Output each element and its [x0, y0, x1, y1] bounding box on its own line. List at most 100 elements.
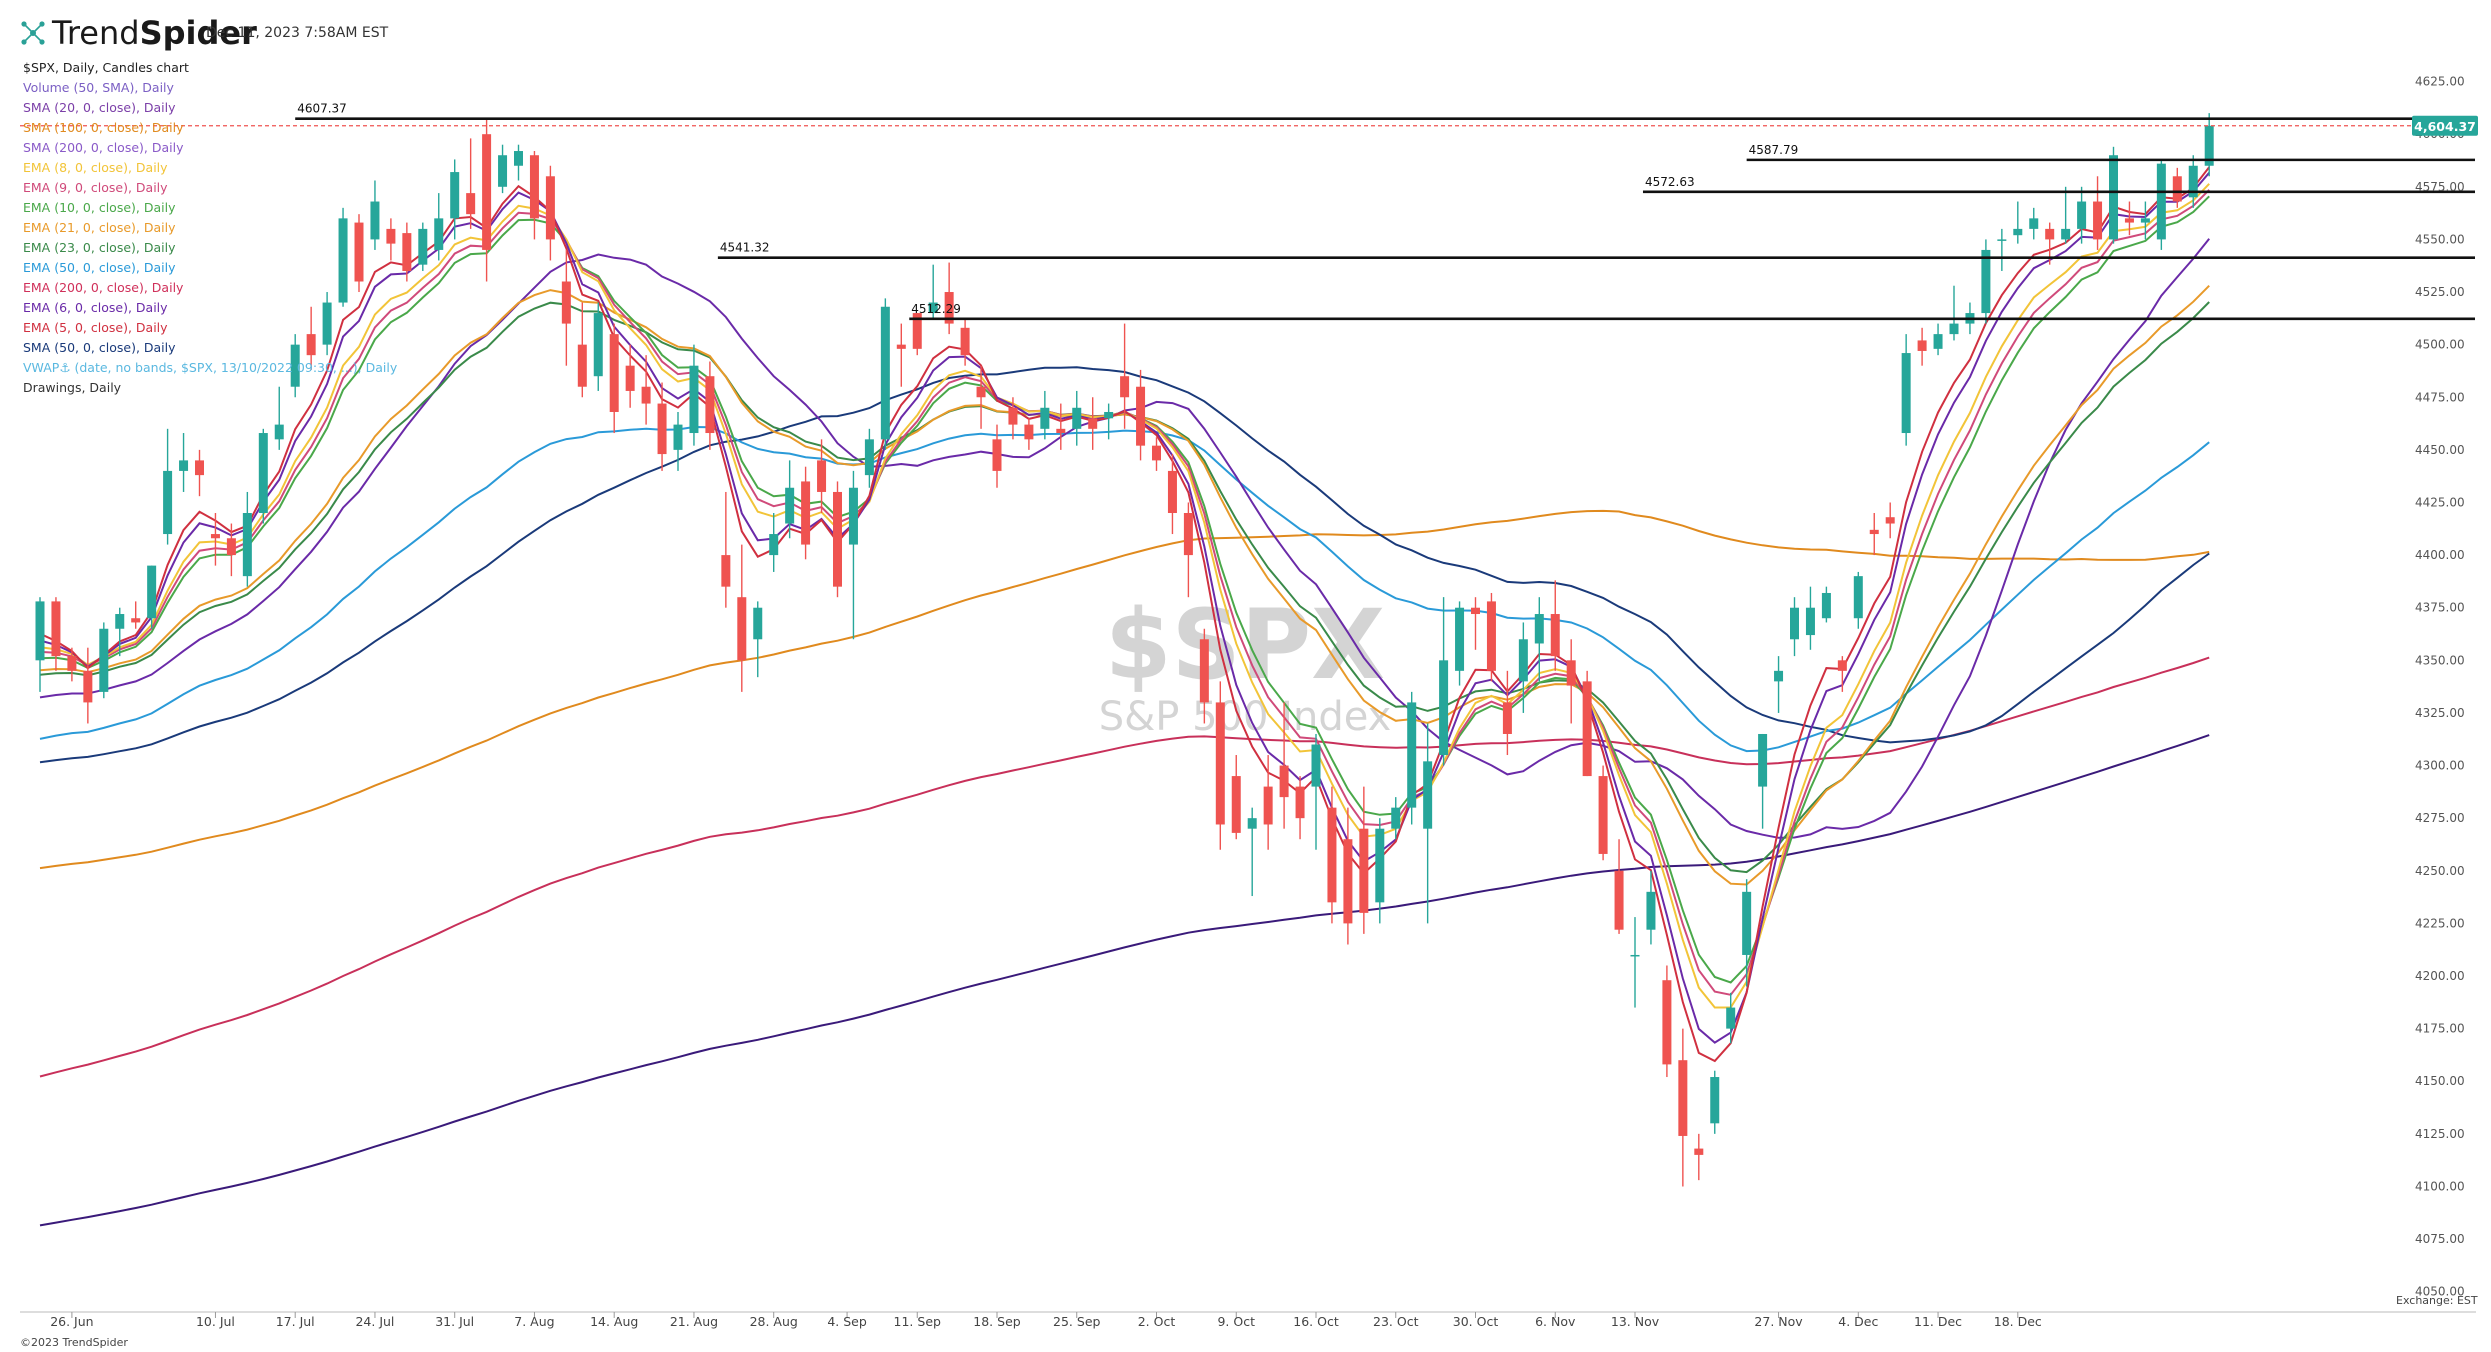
candle-body: [641, 386, 651, 404]
x-tick-label: 25. Sep: [1053, 1314, 1100, 1329]
level-label: 4541.32: [720, 241, 770, 255]
candle-body: [1040, 407, 1050, 429]
x-tick-label: 14. Aug: [590, 1314, 638, 1329]
candle-body: [434, 218, 444, 250]
legend-item[interactable]: EMA (23, 0, close), Daily: [23, 240, 176, 255]
level-label: 4572.63: [1645, 175, 1695, 189]
candle-body: [1662, 980, 1672, 1065]
legend-item[interactable]: EMA (10, 0, close), Daily: [23, 200, 176, 215]
x-tick-label: 23. Oct: [1373, 1314, 1419, 1329]
candle-body: [1949, 323, 1959, 335]
legend-item[interactable]: VWAP⚓ (date, no bands, $SPX, 13/10/2022 …: [23, 360, 398, 375]
x-tick-label: 16. Oct: [1293, 1314, 1339, 1329]
legend-item[interactable]: EMA (200, 0, close), Daily: [23, 280, 184, 295]
y-tick-label: 4075.00: [2415, 1232, 2465, 1246]
candle-body: [242, 513, 252, 577]
x-tick-label: 31. Jul: [435, 1314, 474, 1329]
candle-body: [450, 172, 460, 219]
candle-body: [2140, 218, 2150, 223]
candle-body: [1502, 702, 1512, 734]
brand-light: Trend: [52, 14, 140, 52]
x-tick-label: 27. Nov: [1754, 1314, 1803, 1329]
candle-body: [2172, 176, 2182, 202]
candle-body: [514, 151, 523, 166]
x-tick-label: 11. Sep: [894, 1314, 941, 1329]
candle-body: [1199, 639, 1209, 703]
candle-body: [322, 302, 332, 345]
y-tick-label: 4300.00: [2415, 759, 2465, 773]
y-tick-label: 4525.00: [2415, 285, 2465, 299]
candle-body: [673, 424, 683, 450]
legend-item[interactable]: $SPX, Daily, Candles chart: [23, 60, 189, 75]
legend-item[interactable]: SMA (100, 0, close), Daily: [23, 120, 184, 135]
candle-body: [2188, 165, 2198, 198]
x-tick-label: 4. Sep: [827, 1314, 867, 1329]
x-tick-label: 28. Aug: [750, 1314, 798, 1329]
candle-body: [1311, 744, 1321, 787]
legend-item[interactable]: EMA (6, 0, close), Daily: [23, 300, 168, 315]
x-tick-label: 4. Dec: [1838, 1314, 1878, 1329]
candle-body: [2013, 228, 2023, 236]
candle-body: [1933, 334, 1943, 349]
candle-body: [1837, 660, 1847, 671]
candle-body: [1024, 424, 1034, 440]
candle-body: [1327, 807, 1337, 903]
legend-item[interactable]: Volume (50, SMA), Daily: [23, 80, 174, 95]
candle-body: [2109, 155, 2118, 240]
candle-body: [880, 306, 890, 440]
timestamp: Dec 11, 2023 7:58AM EST: [206, 25, 389, 41]
candle-body: [912, 313, 922, 349]
candle-body: [1758, 733, 1768, 787]
candle-body: [577, 344, 587, 387]
candle-body: [354, 222, 364, 282]
candle-body: [1088, 418, 1098, 429]
x-tick-label: 6. Nov: [1535, 1314, 1576, 1329]
candle-body: [1790, 607, 1799, 640]
candle-body: [402, 233, 412, 271]
candle-body: [179, 460, 189, 471]
y-tick-label: 4125.00: [2415, 1127, 2465, 1141]
candle-body: [1359, 828, 1369, 913]
candle-body: [226, 538, 236, 556]
candle-body: [1343, 839, 1353, 924]
x-tick-label: 11. Dec: [1914, 1314, 1962, 1329]
candle-body: [1630, 954, 1640, 957]
candle-body: [35, 601, 45, 661]
legend-item[interactable]: EMA (5, 0, close), Daily: [23, 320, 168, 335]
level-lines: 4607.37 4587.79 4572.63 4541.32 4512.29: [20, 102, 2475, 321]
legend-item[interactable]: SMA (50, 0, close), Daily: [23, 340, 176, 355]
legend-item[interactable]: SMA (20, 0, close), Daily: [23, 100, 176, 115]
candle-body: [1152, 445, 1161, 461]
candle-body: [1774, 670, 1784, 682]
candle-body: [976, 386, 986, 398]
candle-body: [1694, 1148, 1704, 1155]
candle-body: [338, 218, 348, 303]
candle-body: [386, 228, 396, 244]
candle-body: [67, 656, 77, 671]
candle-body: [163, 470, 173, 535]
candle-body: [1407, 702, 1417, 808]
candle-body: [896, 344, 906, 349]
x-tick-label: 21. Aug: [670, 1314, 718, 1329]
candle-body: [1486, 601, 1496, 671]
candle-body: [2156, 163, 2166, 240]
candle-body: [737, 597, 747, 661]
legend-item[interactable]: EMA (8, 0, close), Daily: [23, 160, 168, 175]
candle-body: [1375, 828, 1385, 903]
candle-body: [1104, 411, 1114, 419]
candle-body: [561, 281, 571, 324]
x-tick-label: 24. Jul: [355, 1314, 394, 1329]
candle-body: [785, 487, 795, 524]
legend-item[interactable]: EMA (50, 0, close), Daily: [23, 260, 176, 275]
ema-200-line: [39, 656, 2210, 1078]
legend-item[interactable]: Drawings, Daily: [23, 380, 122, 395]
candle-body: [689, 365, 699, 434]
legend-item[interactable]: EMA (21, 0, close), Daily: [23, 220, 176, 235]
legend-item[interactable]: EMA (9, 0, close), Daily: [23, 180, 168, 195]
watermark-symbol: $SPX: [1105, 589, 1385, 701]
candle-body: [1885, 517, 1895, 524]
legend-item[interactable]: SMA (200, 0, close), Daily: [23, 140, 184, 155]
y-tick-label: 4200.00: [2415, 969, 2465, 983]
